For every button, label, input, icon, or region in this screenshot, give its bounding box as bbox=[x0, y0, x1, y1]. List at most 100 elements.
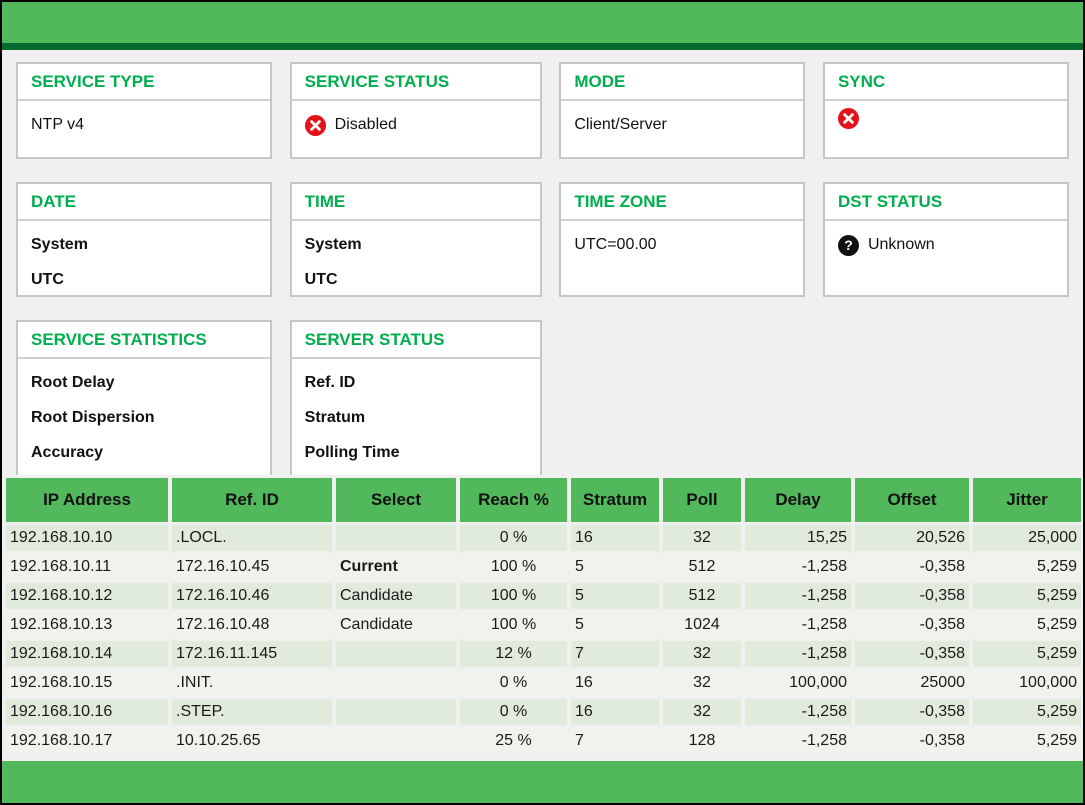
cell-poll: 32 bbox=[663, 699, 741, 725]
table-row: 192.168.10.12172.16.10.46Candidate100 %5… bbox=[6, 583, 1081, 609]
table-row: 192.168.10.13172.16.10.48Candidate100 %5… bbox=[6, 612, 1081, 638]
card-body-service-statistics: Root DelayRoot DispersionAccuracy bbox=[18, 359, 270, 470]
card-item-label: Root Delay bbox=[31, 365, 115, 400]
cell-offset: 20,526 bbox=[855, 525, 969, 551]
cell-delay: 100,000 bbox=[745, 670, 851, 696]
cell-stratum: 5 bbox=[571, 583, 659, 609]
card-title-service-status: SERVICE STATUS bbox=[292, 64, 540, 101]
top-banner bbox=[2, 2, 1083, 43]
cell-reach-: 0 % bbox=[460, 699, 567, 725]
error-icon bbox=[838, 107, 859, 128]
cell-offset: -0,358 bbox=[855, 554, 969, 580]
table-row: 192.168.10.15.INIT.0 %1632100,0002500010… bbox=[6, 670, 1081, 696]
table-row: 192.168.10.11172.16.10.45Current100 %551… bbox=[6, 554, 1081, 580]
card-service-statistics: SERVICE STATISTICSRoot DelayRoot Dispers… bbox=[16, 320, 272, 475]
cell-offset: -0,358 bbox=[855, 641, 969, 667]
card-time: TIME SystemUTC bbox=[290, 182, 542, 297]
card-item-service-statistics-2: Accuracy bbox=[31, 435, 257, 470]
cell-stratum: 5 bbox=[571, 612, 659, 638]
error-icon bbox=[305, 114, 326, 135]
card-item-label: Polling Time bbox=[305, 435, 400, 470]
cell-delay: -1,258 bbox=[745, 612, 851, 638]
unknown-icon: ? bbox=[838, 234, 859, 255]
cell-ip-address: 192.168.10.11 bbox=[6, 554, 168, 580]
card-item-label: Stratum bbox=[305, 400, 365, 435]
card-item-mode-0: Client/Server bbox=[574, 107, 790, 142]
top-banner-accent bbox=[2, 43, 1083, 50]
card-item-label: UTC bbox=[305, 262, 338, 297]
card-body-server-status: Ref. IDStratumPolling Time bbox=[292, 359, 540, 470]
cell-offset: -0,358 bbox=[855, 583, 969, 609]
cell-stratum: 7 bbox=[571, 728, 659, 754]
cell-delay: -1,258 bbox=[745, 641, 851, 667]
cell-ip-address: 192.168.10.15 bbox=[6, 670, 168, 696]
card-service-type: SERVICE TYPE NTP v4 bbox=[16, 62, 272, 159]
cell-ref-id: 172.16.11.145 bbox=[172, 641, 332, 667]
cell-jitter: 5,259 bbox=[973, 641, 1081, 667]
card-body-service-type: NTP v4 bbox=[18, 101, 270, 142]
cell-ref-id: .INIT. bbox=[172, 670, 332, 696]
card-body-time-zone: UTC=00.00 bbox=[561, 221, 803, 262]
card-item-label: Client/Server bbox=[574, 107, 666, 142]
cell-delay: -1,258 bbox=[745, 554, 851, 580]
card-title-time-zone: TIME ZONE bbox=[561, 184, 803, 221]
card-title-service-type: SERVICE TYPE bbox=[18, 64, 270, 101]
cell-poll: 128 bbox=[663, 728, 741, 754]
card-item-label: Ref. ID bbox=[305, 365, 356, 400]
card-service-status: SERVICE STATUS Disabled bbox=[290, 62, 542, 159]
card-title-time: TIME bbox=[292, 184, 540, 221]
cell-ref-id: 172.16.10.48 bbox=[172, 612, 332, 638]
card-time-zone: TIME ZONEUTC=00.00 bbox=[559, 182, 805, 297]
cell-poll: 1024 bbox=[663, 612, 741, 638]
cell-stratum: 5 bbox=[571, 554, 659, 580]
cell-jitter: 5,259 bbox=[973, 612, 1081, 638]
card-item-date-0: System bbox=[31, 227, 257, 262]
cell-delay: 15,25 bbox=[745, 525, 851, 551]
table-row: 192.168.10.1710.10.25.6525 %7128-1,258-0… bbox=[6, 728, 1081, 754]
card-item-service-type-0: NTP v4 bbox=[31, 107, 257, 142]
cell-ref-id: .LOCL. bbox=[172, 525, 332, 551]
cell-select bbox=[336, 699, 456, 725]
card-mode: MODEClient/Server bbox=[559, 62, 805, 159]
cell-reach-: 0 % bbox=[460, 525, 567, 551]
cell-offset: -0,358 bbox=[855, 728, 969, 754]
cell-poll: 512 bbox=[663, 554, 741, 580]
table-row: 192.168.10.16.STEP.0 %1632-1,258-0,3585,… bbox=[6, 699, 1081, 725]
card-item-service-status-0: Disabled bbox=[305, 107, 527, 142]
cell-poll: 32 bbox=[663, 641, 741, 667]
cell-select: Candidate bbox=[336, 612, 456, 638]
cell-select: Candidate bbox=[336, 583, 456, 609]
cell-ip-address: 192.168.10.16 bbox=[6, 699, 168, 725]
cell-select bbox=[336, 728, 456, 754]
cell-ip-address: 192.168.10.17 bbox=[6, 728, 168, 754]
card-body-mode: Client/Server bbox=[561, 101, 803, 142]
card-item-date-1: UTC bbox=[31, 262, 257, 297]
card-body-sync bbox=[825, 101, 1067, 128]
card-date: DATESystemUTC bbox=[16, 182, 272, 297]
card-item-label: System bbox=[31, 227, 88, 262]
column-header-reach-: Reach % bbox=[460, 478, 567, 522]
table-row: 192.168.10.14172.16.11.14512 %732-1,258-… bbox=[6, 641, 1081, 667]
card-item-time-0: System bbox=[305, 227, 527, 262]
ntp-servers-table: IP AddressRef. IDSelectReach %StratumPol… bbox=[2, 475, 1085, 757]
table-header-row: IP AddressRef. IDSelectReach %StratumPol… bbox=[6, 478, 1081, 522]
card-item-label: Disabled bbox=[335, 107, 397, 142]
card-item-label: Accuracy bbox=[31, 435, 103, 470]
cell-ref-id: .STEP. bbox=[172, 699, 332, 725]
card-item-server-status-2: Polling Time bbox=[305, 435, 527, 470]
status-cards-grid: SERVICE TYPE NTP v4 SERVICE STATUS Disabled… bbox=[16, 62, 1069, 475]
cell-reach-: 25 % bbox=[460, 728, 567, 754]
card-title-dst-status: DST STATUS bbox=[825, 184, 1067, 221]
card-item-label: Root Dispersion bbox=[31, 400, 155, 435]
spacer bbox=[2, 757, 1083, 758]
cell-ip-address: 192.168.10.12 bbox=[6, 583, 168, 609]
cell-jitter: 5,259 bbox=[973, 699, 1081, 725]
column-header-poll: Poll bbox=[663, 478, 741, 522]
cell-poll: 32 bbox=[663, 525, 741, 551]
card-item-service-statistics-0: Root Delay bbox=[31, 365, 257, 400]
card-item-label: UTC bbox=[31, 262, 64, 297]
column-header-select: Select bbox=[336, 478, 456, 522]
cell-jitter: 100,000 bbox=[973, 670, 1081, 696]
cell-offset: 25000 bbox=[855, 670, 969, 696]
card-item-time-1: UTC bbox=[305, 262, 527, 297]
